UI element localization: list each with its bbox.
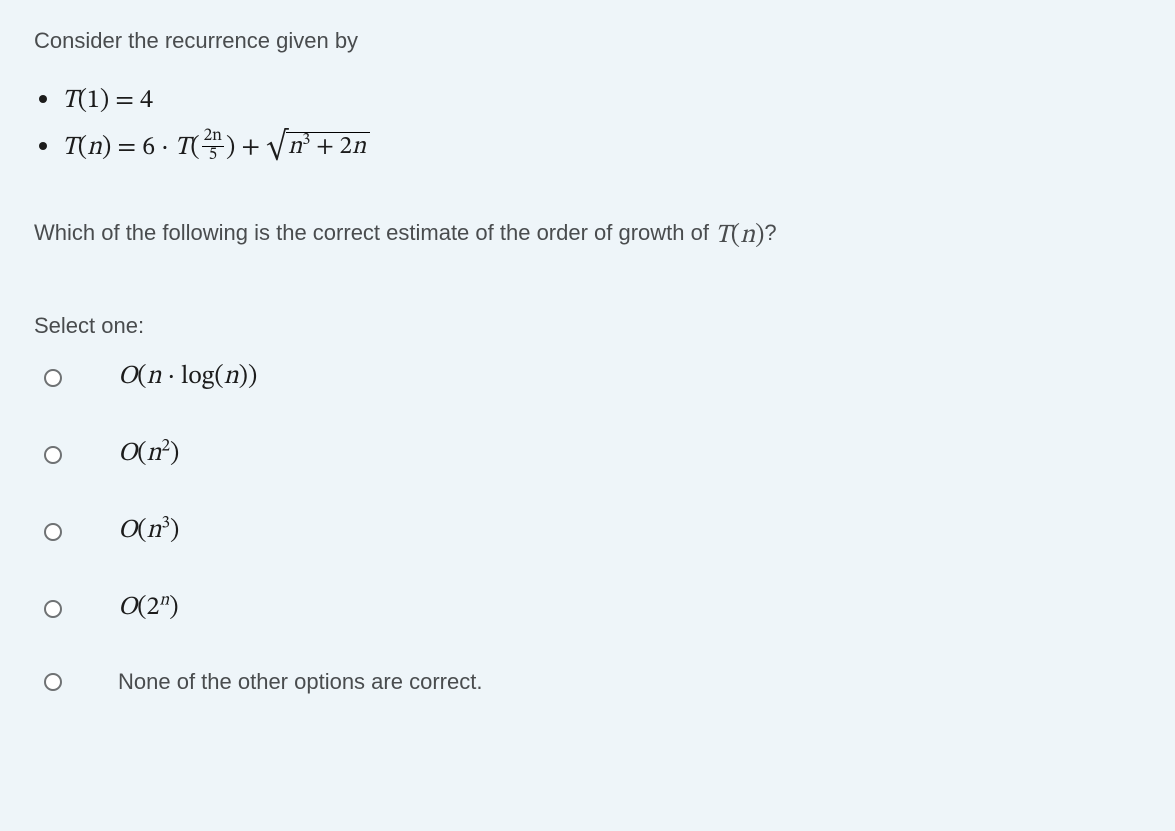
radio-icon[interactable]: [44, 523, 62, 541]
paren-close: ): [169, 595, 178, 621]
step-inner-func: T: [175, 135, 191, 161]
option-label: None of the other options are correct.: [118, 669, 482, 695]
base-arg: 1: [87, 88, 100, 114]
paren-close: ): [248, 364, 257, 390]
recurrence-base: T(1) = 4: [62, 76, 1141, 123]
big-o: O: [118, 441, 137, 467]
recurrence-step: T(n) = 6 · T(2n5) + √ n3 + 2n: [62, 123, 1141, 170]
question-post: ?: [764, 220, 776, 245]
radio-icon[interactable]: [44, 600, 62, 618]
paren-open: (: [137, 518, 146, 544]
paren-close: ): [170, 518, 179, 544]
option-n-squared[interactable]: O(n2): [34, 438, 1141, 471]
radical-icon: √: [266, 133, 288, 160]
paren-close: ): [170, 441, 179, 467]
intro-text: Consider the recurrence given by: [34, 28, 1141, 54]
paren-close-2: ): [239, 364, 248, 390]
radio-icon[interactable]: [44, 446, 62, 464]
paren-open: (: [137, 595, 146, 621]
option-two-to-n[interactable]: O(2n): [34, 592, 1141, 625]
option-n-log-n[interactable]: O(n · log(n)): [34, 361, 1141, 394]
exp: 2: [161, 439, 170, 456]
base-rhs: 4: [140, 88, 153, 114]
question-text: Which of the following is the correct es…: [34, 220, 1141, 253]
sqrt-tail: n: [352, 134, 366, 159]
option-label: O(2n): [118, 592, 179, 625]
dot: ·: [161, 364, 181, 390]
paren-open: (: [137, 441, 146, 467]
sqrt: √ n3 + 2n: [266, 132, 370, 160]
step-lhs-arg: n: [87, 135, 102, 161]
fraction: 2n5: [202, 128, 224, 165]
radio-icon[interactable]: [44, 673, 62, 691]
big-o: O: [118, 364, 137, 390]
paren-open: (: [137, 364, 146, 390]
question-pre: Which of the following is the correct es…: [34, 220, 715, 245]
sqrt-base: n: [288, 134, 302, 159]
big-o: O: [118, 518, 137, 544]
option-none[interactable]: None of the other options are correct.: [34, 669, 1141, 695]
var-n: n: [147, 518, 162, 544]
var-n: n: [147, 441, 162, 467]
log: log: [181, 364, 214, 390]
exp: n: [159, 593, 169, 610]
plus-1: +: [241, 135, 260, 161]
big-o: O: [118, 595, 137, 621]
question-arg: n: [740, 223, 755, 249]
exp: 3: [161, 516, 170, 533]
var-n-2: n: [224, 364, 239, 390]
base: 2: [147, 595, 160, 621]
option-label: O(n3): [118, 515, 179, 548]
step-coeff: 6: [142, 135, 155, 161]
radio-icon[interactable]: [44, 369, 62, 387]
sqrt-exp: 3: [302, 132, 310, 148]
func-T: T: [62, 88, 78, 114]
var-n: n: [147, 364, 162, 390]
question-container: Consider the recurrence given by T(1) = …: [0, 0, 1175, 723]
options-group: O(n · log(n)) O(n2) O(n3) O(2n) None of …: [34, 361, 1141, 695]
frac-num: 2n: [204, 128, 222, 145]
recurrence-list: T(1) = 4 T(n) = 6 · T(2n5) + √ n3 + 2n: [34, 76, 1141, 170]
paren-open-2: (: [214, 364, 223, 390]
option-label: O(n · log(n)): [118, 361, 257, 394]
step-lhs-func: T: [62, 135, 78, 161]
sqrt-plus: + 2: [316, 134, 352, 159]
question-func: T: [715, 223, 731, 249]
option-label: O(n2): [118, 438, 179, 471]
frac-den: 5: [209, 147, 218, 164]
select-one-label: Select one:: [34, 313, 1141, 339]
option-n-cubed[interactable]: O(n3): [34, 515, 1141, 548]
